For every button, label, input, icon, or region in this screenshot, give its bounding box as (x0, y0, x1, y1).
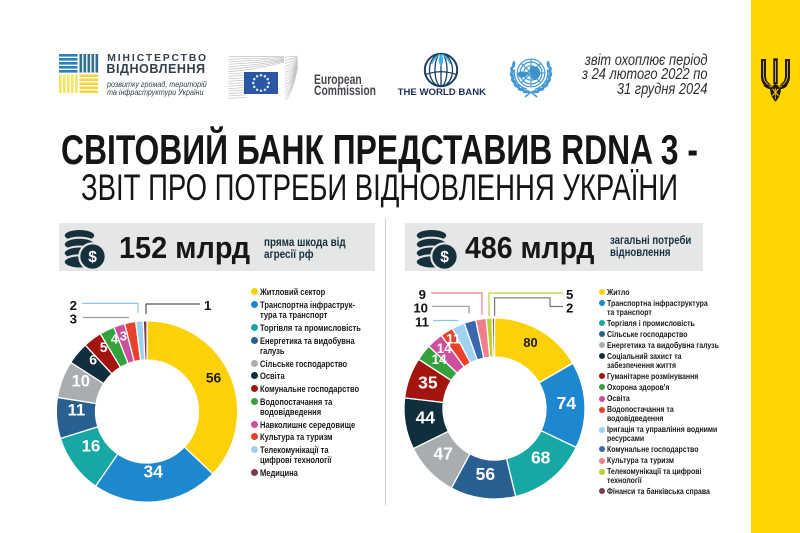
svg-text:47: 47 (433, 444, 452, 464)
svg-text:80: 80 (523, 335, 537, 350)
svg-text:2: 2 (566, 300, 573, 315)
svg-text:2: 2 (70, 298, 77, 313)
svg-text:34: 34 (143, 462, 163, 482)
svg-text:6: 6 (89, 352, 97, 368)
svg-text:56: 56 (476, 464, 496, 484)
svg-text:35: 35 (418, 373, 438, 393)
svg-text:4: 4 (111, 331, 119, 346)
svg-text:68: 68 (531, 448, 551, 468)
svg-text:14: 14 (432, 352, 448, 367)
svg-text:10: 10 (72, 373, 90, 391)
svg-text:1: 1 (204, 298, 211, 313)
svg-text:11: 11 (415, 315, 429, 330)
svg-text:$: $ (440, 249, 449, 266)
svg-text:14: 14 (437, 341, 453, 356)
svg-text:11: 11 (68, 402, 85, 420)
svg-text:9: 9 (419, 287, 426, 302)
svg-text:56: 56 (206, 370, 222, 385)
svg-text:5: 5 (100, 339, 108, 355)
svg-text:10: 10 (413, 300, 428, 315)
svg-text:5: 5 (566, 287, 573, 302)
svg-text:16: 16 (81, 436, 100, 455)
svg-text:3: 3 (70, 312, 77, 327)
svg-text:11: 11 (446, 332, 461, 347)
svg-text:74: 74 (556, 393, 576, 413)
svg-text:44: 44 (416, 407, 436, 427)
svg-text:3: 3 (120, 329, 127, 344)
svg-text:$: $ (88, 249, 97, 266)
